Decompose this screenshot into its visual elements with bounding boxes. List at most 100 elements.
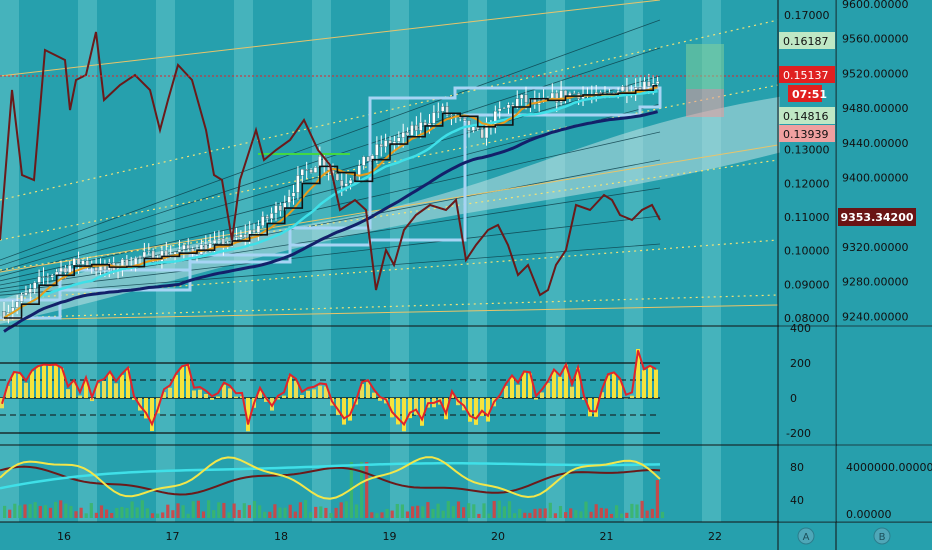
cci-histogram-bar <box>96 383 100 398</box>
volume-bar <box>222 502 226 518</box>
candle-body <box>19 294 24 302</box>
cci-histogram-bar <box>6 385 10 398</box>
candle-body <box>269 212 274 219</box>
cci-histogram-bar <box>258 390 262 398</box>
volume-bar <box>436 503 440 518</box>
volume-bar <box>212 510 216 518</box>
cci-histogram-bar <box>528 373 532 398</box>
volume-bar <box>620 513 624 518</box>
stochastic-volume-pane[interactable] <box>0 456 665 518</box>
fan-line <box>0 19 661 261</box>
cci-histogram-bar <box>390 398 394 418</box>
cci-histogram-bar <box>210 398 214 400</box>
dotted-fib-line <box>0 239 779 301</box>
candle-body <box>620 86 625 92</box>
candle-body <box>397 137 401 142</box>
cci-histogram-bar <box>654 369 658 398</box>
volume-bar <box>421 506 425 518</box>
fan-line <box>0 131 661 282</box>
candle-body <box>480 128 484 139</box>
dotted-fib-line <box>0 159 779 271</box>
volume-bar <box>303 500 308 518</box>
cci-pane[interactable] <box>0 349 660 434</box>
cci-histogram-bar <box>522 372 526 398</box>
candle-body <box>362 156 366 166</box>
volume-bar <box>329 513 333 518</box>
volume-bar <box>609 513 614 518</box>
candle-body <box>76 258 81 265</box>
volume-bar <box>426 502 430 518</box>
stripe <box>546 0 565 522</box>
candle-body <box>234 235 239 238</box>
cci-line <box>1 350 657 427</box>
candle-body <box>28 288 33 294</box>
secondary-tick-label: 9440.00000 <box>842 137 908 150</box>
volume-bar <box>564 512 568 518</box>
secondary-axis-mode-button[interactable]: B <box>873 527 891 545</box>
candle-body <box>432 112 436 124</box>
stripe <box>0 0 19 522</box>
candle-body <box>252 229 256 234</box>
volume-bar <box>533 508 537 518</box>
lower-channel-line <box>0 304 779 321</box>
cci-histogram-bar <box>618 380 622 398</box>
cci-histogram-bar <box>162 392 166 398</box>
candle-body <box>340 180 344 187</box>
cci-histogram-bar <box>300 395 304 398</box>
cci-histogram-bar <box>378 398 382 401</box>
candle-body <box>555 92 559 103</box>
candle-body <box>401 132 405 138</box>
volume-bar <box>298 502 302 518</box>
candlestick-series[interactable] <box>2 73 660 324</box>
volume-bar <box>558 505 563 518</box>
volume-bar <box>431 508 435 518</box>
stoch-tick-80: 80 <box>790 461 804 474</box>
volume-bar <box>507 501 512 518</box>
cci-histogram-bar <box>204 393 208 398</box>
volume-bar <box>54 501 58 518</box>
time-axis-label: 18 <box>274 530 288 543</box>
volume-bar <box>441 510 445 518</box>
axis-button-b[interactable]: B <box>879 532 886 543</box>
cci-histogram-bar <box>24 382 28 398</box>
candle-body <box>379 143 383 148</box>
price-axis-mode-button[interactable]: A <box>797 527 815 545</box>
candle-body <box>304 169 309 171</box>
axis-button-a[interactable]: A <box>803 532 810 543</box>
volume-bar <box>120 506 124 518</box>
candle-body <box>647 81 651 87</box>
volume-bar <box>69 506 73 518</box>
volume-bar <box>339 502 343 518</box>
cci-histogram-bar <box>102 381 106 398</box>
cci-histogram-bar <box>498 398 502 399</box>
volume-bar <box>196 500 200 518</box>
candle-body <box>177 249 182 253</box>
volume-bar <box>99 505 104 518</box>
volume-bar <box>263 511 267 518</box>
price-badge-text: 07:51 <box>792 88 827 101</box>
cci-histogram-bar <box>54 364 58 398</box>
volume-bar <box>492 501 496 518</box>
candle-body <box>519 94 524 99</box>
fan-line <box>0 75 661 272</box>
candle-body <box>85 260 90 266</box>
cci-histogram-bar <box>168 387 172 398</box>
dotted-fib-line <box>0 19 779 201</box>
volume-bar <box>584 501 588 518</box>
candle-body <box>484 123 489 139</box>
cci-histogram-bar <box>114 383 118 398</box>
volume-bar <box>513 513 517 518</box>
volume-bar <box>161 512 165 518</box>
price-pane[interactable] <box>0 0 780 333</box>
secondary-axis-panel[interactable] <box>837 0 932 522</box>
cci-histogram-bar <box>366 382 370 398</box>
secondary-tick-label: 9600.00000 <box>842 0 908 11</box>
candle-body <box>383 140 388 148</box>
volume-bar <box>79 507 83 518</box>
fibonacci-dotted-lines <box>0 19 779 319</box>
cci-histogram-bar <box>42 364 46 398</box>
cci-histogram-bar <box>372 392 376 398</box>
volume-bar <box>579 511 583 518</box>
volume-bar <box>84 513 88 518</box>
